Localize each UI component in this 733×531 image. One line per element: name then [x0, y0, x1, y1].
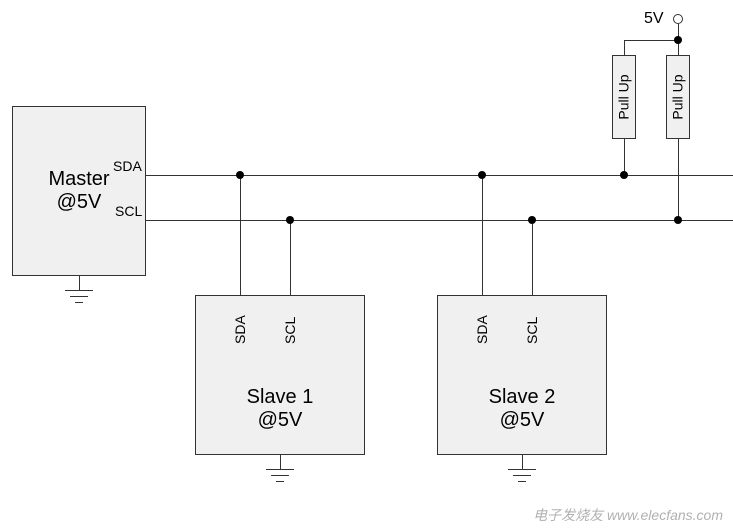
master-scl-label: SCL [115, 203, 142, 219]
slave1-scl-stub [290, 220, 291, 295]
master-voltage: @5V [57, 191, 102, 214]
supply-label: 5V [644, 10, 664, 28]
slave2-voltage: @5V [500, 409, 545, 432]
slave1-sda-junction [236, 171, 244, 179]
slave1-voltage: @5V [258, 409, 303, 432]
supply-rail-junction [674, 36, 682, 44]
supply-rail [624, 40, 679, 41]
slave1-scl-junction [286, 216, 294, 224]
sda-bus-wire [146, 175, 733, 176]
slave2-block: Slave 2 @5V [437, 295, 607, 455]
watermark: 电子发烧友 www.elecfans.com [533, 505, 723, 525]
master-block: Master @5V [12, 106, 146, 276]
slave2-sda-stub [482, 175, 483, 295]
slave1-scl-label: SCL [282, 317, 298, 344]
slave2-name: Slave 2 [489, 386, 556, 409]
pullup-sda: Pull Up [612, 55, 636, 139]
pullup-sda-junction [620, 171, 628, 179]
slave2-scl-junction [528, 216, 536, 224]
slave1-sda-label: SDA [232, 315, 248, 344]
slave2-scl-label: SCL [524, 317, 540, 344]
slave1-sda-stub [240, 175, 241, 295]
pullup-scl: Pull Up [666, 55, 690, 139]
pullup-scl-junction [674, 216, 682, 224]
pullup-scl-label: Pull Up [670, 74, 686, 119]
slave2-scl-stub [532, 220, 533, 295]
supply-terminal [673, 14, 683, 24]
slave1-name: Slave 1 [247, 386, 314, 409]
scl-bus-wire [146, 220, 733, 221]
slave1-block: Slave 1 @5V [195, 295, 365, 455]
slave2-sda-label: SDA [474, 315, 490, 344]
pullup-sda-top-wire [624, 40, 625, 55]
master-name: Master [48, 168, 109, 191]
slave2-sda-junction [478, 171, 486, 179]
pullup-scl-bottom-wire [678, 139, 679, 220]
pullup-sda-bottom-wire [624, 139, 625, 175]
master-sda-label: SDA [113, 158, 142, 174]
pullup-sda-label: Pull Up [616, 74, 632, 119]
